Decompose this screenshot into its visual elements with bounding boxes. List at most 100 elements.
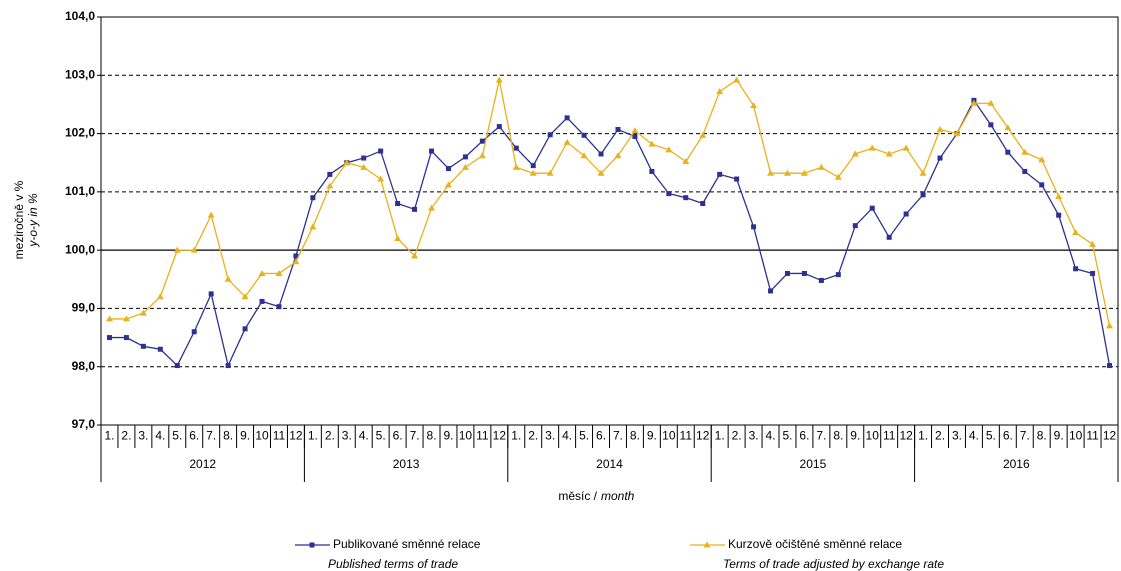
- marker: [615, 126, 621, 132]
- marker: [259, 298, 265, 304]
- marker: [632, 133, 638, 139]
- marker: [903, 211, 909, 217]
- y-tick-label: 100,0: [65, 242, 95, 256]
- marker: [666, 191, 672, 197]
- marker: [767, 169, 775, 176]
- marker: [275, 269, 283, 276]
- marker: [428, 204, 436, 211]
- marker: [529, 169, 537, 176]
- x-tick-label: 4.: [766, 429, 776, 443]
- x-tick-label: 1.: [715, 429, 725, 443]
- year-label: 2015: [800, 457, 827, 471]
- marker: [190, 246, 198, 253]
- x-tick-label: 1.: [918, 429, 928, 443]
- y-tick-label: 102,0: [65, 126, 95, 140]
- marker: [377, 175, 385, 182]
- marker: [885, 150, 893, 157]
- marker: [122, 315, 130, 322]
- marker: [937, 155, 943, 161]
- marker: [683, 195, 689, 201]
- x-tick-label: 7.: [1020, 429, 1030, 443]
- x-tick-label: 6.: [189, 429, 199, 443]
- x-tick-label: 2.: [121, 429, 131, 443]
- x-tick-label: 5.: [579, 429, 589, 443]
- x-tick-label: 11: [1086, 429, 1099, 443]
- x-tick-label: 12: [493, 429, 507, 443]
- x-tick-label: 11: [680, 429, 693, 443]
- marker: [1089, 240, 1097, 247]
- marker: [496, 124, 502, 130]
- marker: [309, 223, 317, 230]
- x-tick-label: 12: [1103, 429, 1117, 443]
- marker: [207, 211, 215, 218]
- marker: [444, 181, 452, 188]
- marker: [581, 132, 587, 138]
- marker: [868, 144, 876, 151]
- x-tick-label: 3.: [952, 429, 962, 443]
- x-tick-label: 9.: [240, 429, 250, 443]
- x-tick-label: 8.: [833, 429, 843, 443]
- marker: [156, 293, 164, 300]
- marker: [139, 309, 147, 316]
- series-line: [109, 79, 1111, 327]
- x-tick-label: 10: [1069, 429, 1083, 443]
- marker: [700, 201, 706, 207]
- x-tick-label: 2.: [528, 429, 538, 443]
- marker: [478, 152, 486, 159]
- x-tick-label: 5.: [172, 429, 182, 443]
- marker: [817, 163, 825, 170]
- x-tick-label: 10: [255, 429, 269, 443]
- x-tick-label: 7.: [206, 429, 216, 443]
- marker: [174, 363, 180, 369]
- marker: [292, 258, 300, 265]
- marker: [1106, 322, 1114, 329]
- marker: [597, 169, 605, 176]
- marker: [703, 541, 711, 548]
- y-tick-label: 98,0: [72, 359, 96, 373]
- marker: [224, 275, 232, 282]
- x-tick-label: 5.: [986, 429, 996, 443]
- year-label: 2012: [189, 457, 216, 471]
- marker: [513, 145, 519, 151]
- y-tick-label: 97,0: [72, 417, 96, 431]
- x-tick-label: 3.: [342, 429, 352, 443]
- legend-label: Kurzově očištěné směnné relace: [728, 537, 902, 551]
- marker: [717, 171, 723, 177]
- marker: [665, 146, 673, 153]
- marker: [920, 192, 926, 198]
- x-tick-label: 3.: [138, 429, 148, 443]
- x-tick-label: 8.: [1037, 429, 1047, 443]
- marker: [988, 122, 994, 128]
- marker: [1039, 182, 1045, 188]
- series-line: [109, 99, 1111, 368]
- marker: [699, 131, 707, 138]
- marker: [310, 195, 316, 201]
- marker: [394, 234, 402, 241]
- x-tick-label: 12: [696, 429, 710, 443]
- marker: [411, 252, 419, 259]
- marker: [343, 159, 351, 166]
- marker: [173, 246, 181, 253]
- marker: [547, 132, 553, 138]
- x-tick-label: 9.: [647, 429, 657, 443]
- x-tick-label: 4.: [155, 429, 165, 443]
- marker: [936, 125, 944, 132]
- x-tick-label: 10: [662, 429, 676, 443]
- x-axis-title-en: month: [601, 489, 635, 503]
- marker: [378, 148, 384, 154]
- marker: [818, 277, 824, 283]
- marker: [241, 293, 249, 300]
- y-axis-title-en: y-o-y in %: [26, 193, 40, 248]
- marker: [546, 169, 554, 176]
- marker: [1107, 363, 1113, 369]
- x-axis-title: měsíc /: [558, 489, 597, 503]
- marker: [1056, 212, 1062, 218]
- marker: [1055, 193, 1063, 200]
- x-tick-label: 5.: [376, 429, 386, 443]
- marker: [495, 76, 503, 83]
- marker: [1038, 156, 1046, 163]
- marker: [276, 304, 282, 310]
- marker: [412, 206, 418, 212]
- x-tick-label: 6.: [1003, 429, 1013, 443]
